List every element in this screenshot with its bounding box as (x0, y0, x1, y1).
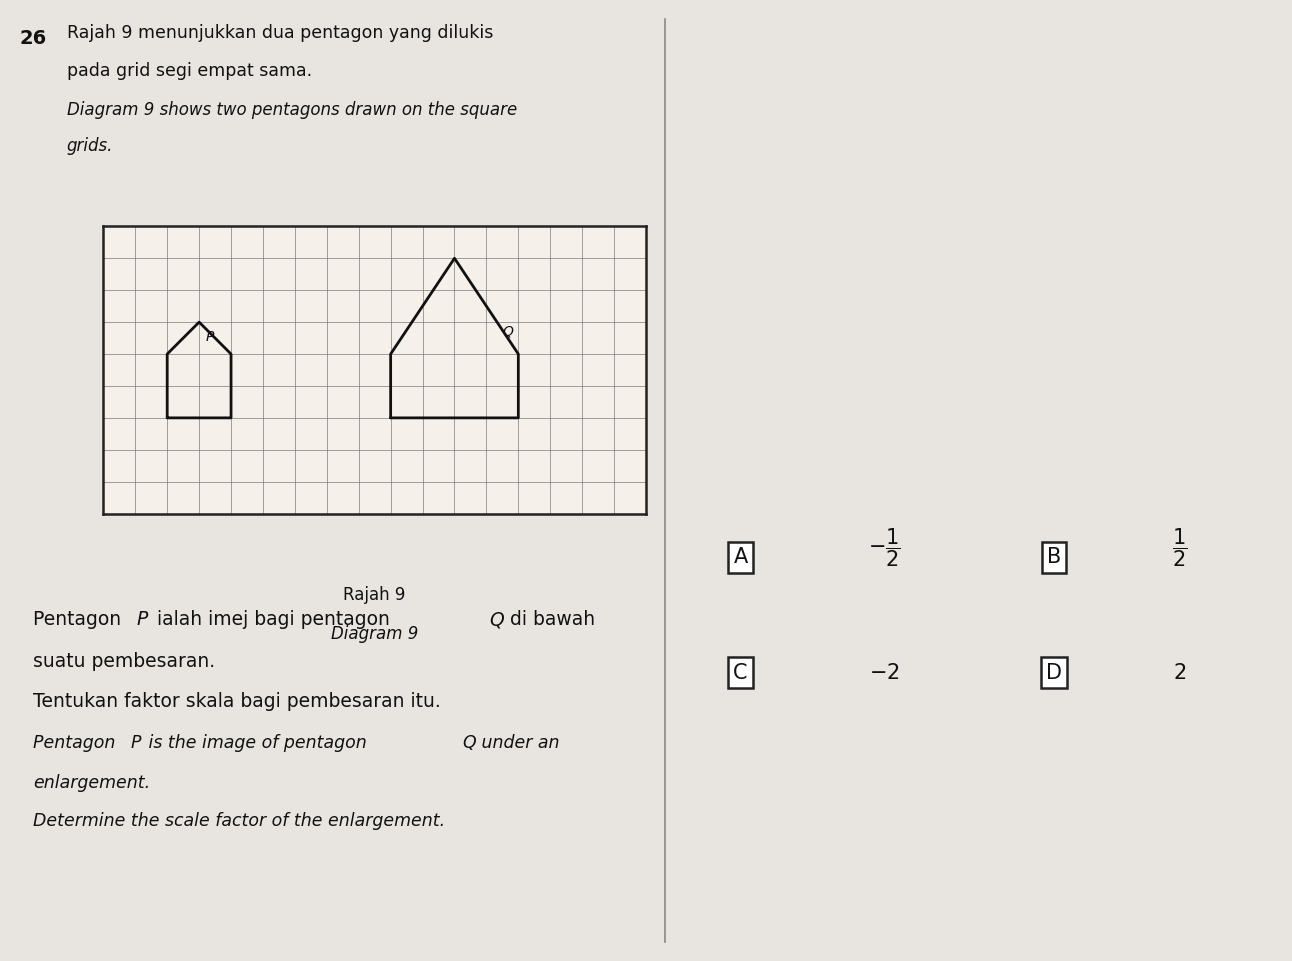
Text: B: B (1047, 548, 1061, 567)
Text: P: P (205, 331, 214, 344)
Text: under an: under an (475, 734, 559, 752)
Text: is the image of pentagon: is the image of pentagon (143, 734, 372, 752)
Text: A: A (734, 548, 748, 567)
Text: Diagram 9 shows two pentagons drawn on the square: Diagram 9 shows two pentagons drawn on t… (67, 101, 517, 119)
Text: grids.: grids. (67, 137, 112, 156)
Text: $\dfrac{1}{2}$: $\dfrac{1}{2}$ (1172, 527, 1187, 569)
Text: Tentukan faktor skala bagi pembesaran itu.: Tentukan faktor skala bagi pembesaran it… (34, 692, 441, 711)
Text: di bawah: di bawah (504, 610, 594, 629)
Text: Pentagon: Pentagon (34, 610, 128, 629)
Text: pada grid segi empat sama.: pada grid segi empat sama. (67, 62, 311, 81)
Text: 26: 26 (19, 29, 48, 48)
Text: Diagram 9: Diagram 9 (331, 625, 419, 643)
Text: Pentagon: Pentagon (34, 734, 121, 752)
Text: Rajah 9 menunjukkan dua pentagon yang dilukis: Rajah 9 menunjukkan dua pentagon yang di… (67, 24, 494, 42)
Text: ialah imej bagi pentagon: ialah imej bagi pentagon (151, 610, 395, 629)
Text: Q: Q (490, 610, 504, 629)
Text: $-2$: $-2$ (870, 663, 901, 682)
Text: P: P (137, 610, 147, 629)
Text: D: D (1047, 663, 1062, 682)
Text: enlargement.: enlargement. (34, 774, 150, 792)
Text: $-\dfrac{1}{2}$: $-\dfrac{1}{2}$ (868, 527, 901, 569)
Text: P: P (130, 734, 141, 752)
Text: Q: Q (463, 734, 475, 752)
Text: C: C (734, 663, 748, 682)
Text: Determine the scale factor of the enlargement.: Determine the scale factor of the enlarg… (34, 812, 446, 830)
Text: $2$: $2$ (1173, 663, 1186, 682)
Text: suatu pembesaran.: suatu pembesaran. (34, 652, 216, 671)
Text: Rajah 9: Rajah 9 (344, 586, 406, 604)
Text: Q: Q (503, 324, 513, 338)
